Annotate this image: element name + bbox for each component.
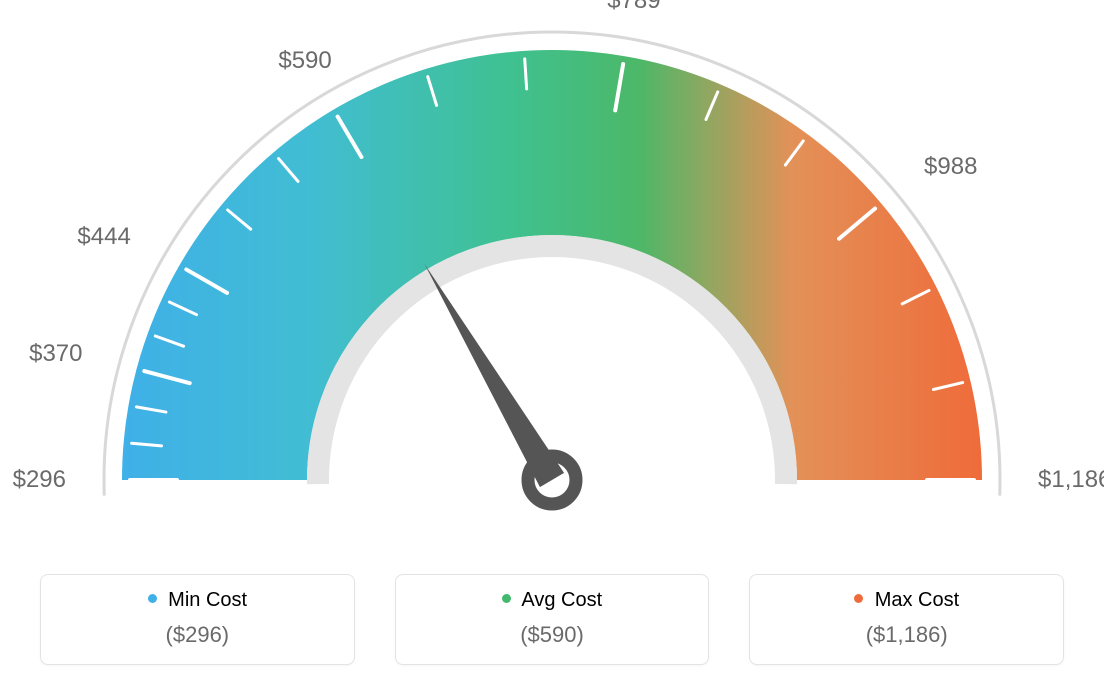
legend-title-min: Min Cost	[51, 589, 344, 612]
gauge-tick-label: $1,186	[1038, 466, 1104, 494]
legend-card-min: Min Cost ($296)	[40, 574, 355, 665]
gauge-tick-label: $296	[0, 466, 66, 494]
legend-row: Min Cost ($296) Avg Cost ($590) Max Cost…	[0, 574, 1104, 665]
legend-dot-max	[854, 594, 863, 603]
legend-card-avg: Avg Cost ($590)	[395, 574, 710, 665]
legend-title-max-text: Max Cost	[875, 589, 959, 611]
gauge-tick-label: $789	[594, 0, 674, 15]
legend-dot-avg	[502, 594, 511, 603]
gauge-tick-label: $988	[924, 153, 977, 181]
gauge-tick-label: $444	[51, 223, 131, 251]
legend-title-min-text: Min Cost	[168, 589, 247, 611]
gauge-tick-label: $370	[2, 340, 82, 368]
legend-value-min: ($296)	[51, 622, 344, 648]
legend-title-avg-text: Avg Cost	[521, 589, 602, 611]
legend-dot-min	[148, 594, 157, 603]
legend-value-max: ($1,186)	[760, 622, 1053, 648]
gauge-tick-label: $590	[265, 47, 345, 75]
legend-card-max: Max Cost ($1,186)	[749, 574, 1064, 665]
cost-gauge-chart: $296 $370 $444 $590 $789 $988 $1,186 Min Cost …	[0, 0, 1104, 690]
gauge-svg	[0, 0, 1104, 560]
gauge-area: $296 $370 $444 $590 $789 $988 $1,186	[0, 0, 1104, 550]
legend-title-max: Max Cost	[760, 589, 1053, 612]
legend-title-avg: Avg Cost	[406, 589, 699, 612]
legend-value-avg: ($590)	[406, 622, 699, 648]
